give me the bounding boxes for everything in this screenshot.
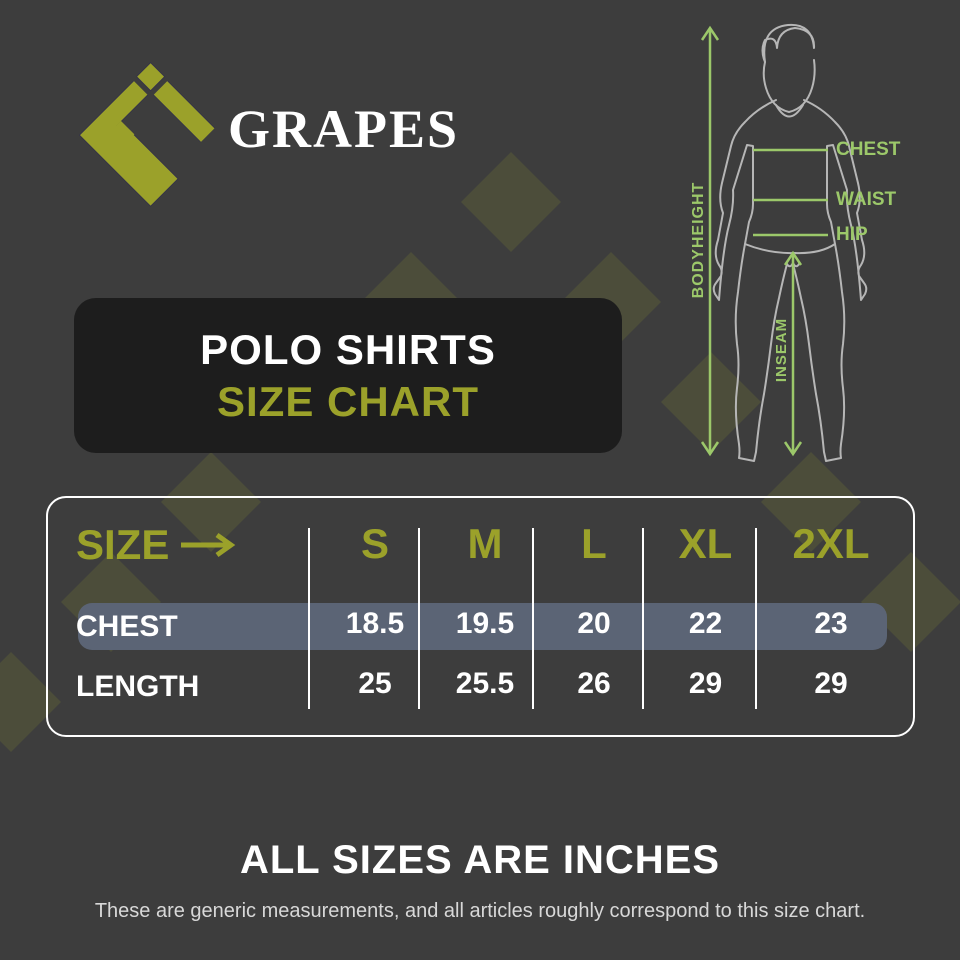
- svg-text:WAIST: WAIST: [836, 189, 897, 210]
- svg-text:CHEST: CHEST: [836, 139, 901, 160]
- svg-text:INSEAM: INSEAM: [773, 318, 790, 382]
- svg-text:HIP: HIP: [836, 224, 868, 245]
- svg-text:BODYHEIGHT: BODYHEIGHT: [690, 182, 707, 299]
